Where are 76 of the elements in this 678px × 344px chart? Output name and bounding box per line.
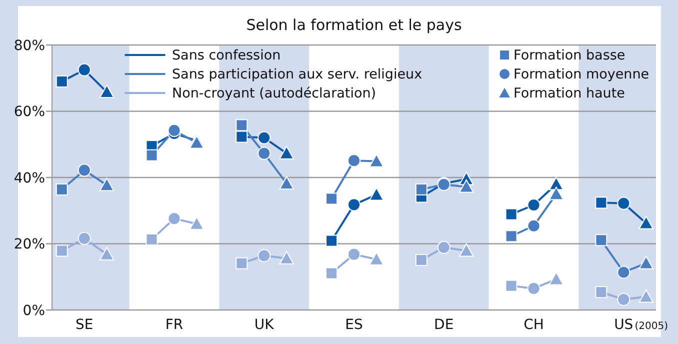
x-tick-label: US (614, 317, 634, 333)
point (527, 198, 540, 212)
point (369, 154, 384, 168)
point (99, 178, 114, 192)
point (258, 131, 271, 144)
point (347, 248, 361, 261)
y-tick-label: 0% (22, 302, 45, 319)
point (279, 176, 294, 190)
point (56, 183, 68, 196)
point (146, 233, 158, 246)
point (638, 256, 654, 270)
point (548, 186, 564, 200)
point (78, 232, 91, 245)
chart-title: Selon la formation et le pays (246, 16, 462, 34)
point (595, 196, 608, 209)
point (99, 246, 114, 260)
legend-label: Formation moyenne (514, 66, 650, 83)
point (326, 192, 338, 205)
point (638, 216, 654, 230)
point (347, 198, 361, 212)
point (617, 196, 630, 210)
point (236, 130, 248, 143)
x-tick-label: CH (524, 317, 544, 333)
point (236, 119, 248, 132)
point (617, 266, 630, 279)
point (505, 280, 518, 292)
point (458, 179, 474, 193)
point (595, 234, 608, 246)
point (189, 216, 204, 230)
point (505, 208, 518, 220)
point (168, 124, 181, 138)
y-tick-label: 20% (14, 236, 45, 253)
point (369, 187, 384, 201)
point (369, 252, 384, 266)
x-tick-label: SE (75, 317, 94, 333)
point (415, 183, 428, 196)
point (99, 84, 114, 98)
text: (2005) (634, 321, 668, 332)
point (258, 249, 271, 262)
point (548, 176, 564, 190)
point (279, 250, 294, 264)
point (189, 135, 204, 149)
point (279, 146, 294, 160)
legend-label: Sans confession (172, 48, 281, 64)
point (347, 154, 361, 168)
point (458, 243, 474, 257)
point (326, 234, 338, 247)
legend-label: Formation basse (514, 48, 626, 64)
point (437, 240, 450, 254)
x-tick-label: DE (434, 317, 454, 333)
point (638, 289, 654, 303)
point (617, 292, 630, 306)
x-tick-label: FR (165, 317, 184, 333)
point (146, 149, 158, 162)
point (78, 63, 91, 76)
point (527, 219, 540, 232)
point (56, 244, 68, 257)
y-tick-label: 40% (14, 170, 45, 186)
point (595, 286, 608, 298)
point (78, 164, 91, 177)
point (415, 254, 428, 266)
point (236, 257, 248, 270)
legend-label: Formation haute (514, 86, 625, 102)
x-tick-label: ES (345, 317, 363, 333)
y-tick-label: 80% (14, 38, 45, 54)
point (527, 282, 540, 296)
point (258, 146, 271, 160)
y-tick-label: 60% (14, 104, 45, 120)
point (168, 212, 181, 226)
x-tick-label: UK (254, 317, 275, 333)
legend-label: Non-croyant (autodéclaration) (172, 86, 376, 102)
point (326, 267, 338, 280)
legend-label: Sans participation aux serv. religieux (172, 66, 422, 83)
point (505, 230, 518, 242)
point (56, 75, 68, 88)
point (548, 272, 564, 286)
